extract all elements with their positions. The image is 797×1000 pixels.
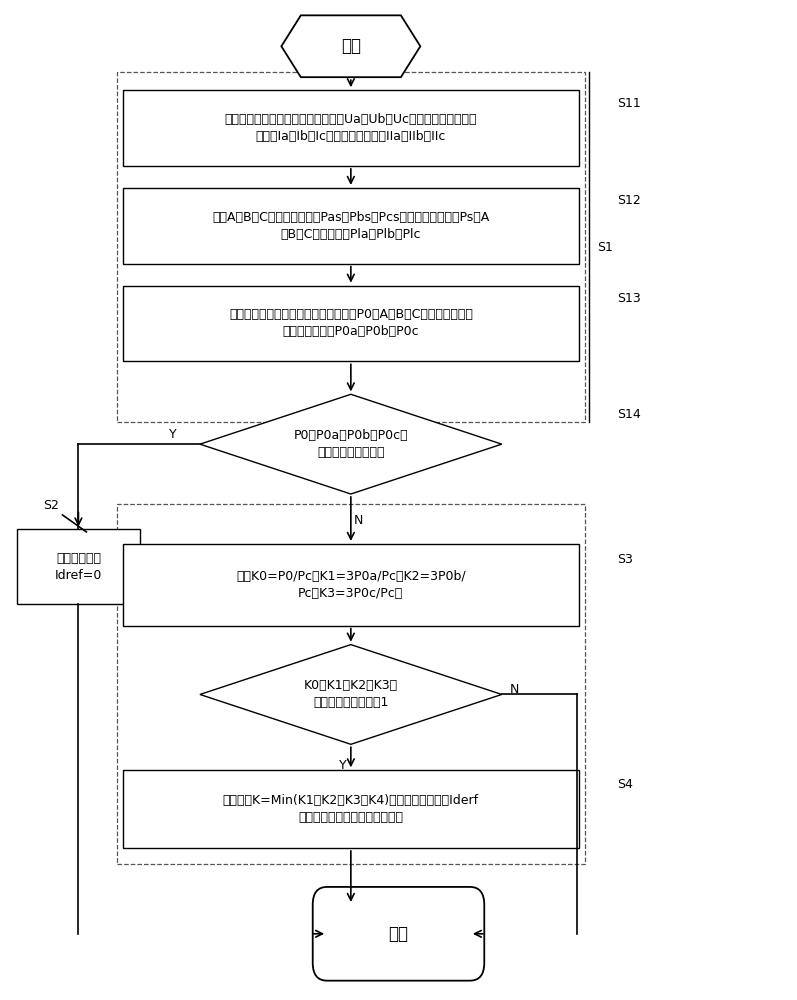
Text: S3: S3 — [617, 553, 633, 566]
FancyBboxPatch shape — [123, 286, 579, 361]
Polygon shape — [281, 15, 420, 77]
Text: S12: S12 — [617, 194, 641, 207]
FancyBboxPatch shape — [312, 887, 485, 981]
Text: P0、P0a、P0b、P0c中
任何一项小于等于零: P0、P0a、P0b、P0c中 任何一项小于等于零 — [293, 429, 408, 459]
Text: 取调函数K=Min(K1、K2、K3、K4)，对有功电流给定Iderf
进行限幅，降低有功电流给定值: 取调函数K=Min(K1、K2、K3、K4)，对有功电流给定Iderf 进行限幅… — [223, 794, 479, 824]
Text: 计算负载总功率与光伏发电总功率之差P0、A、B、C相负载功率与光
伏发电功率之差P0a、P0b、P0c: 计算负载总功率与光伏发电总功率之差P0、A、B、C相负载功率与光 伏发电功率之差… — [229, 308, 473, 338]
Text: S1: S1 — [597, 241, 613, 254]
Text: 计算K0=P0/Pc，K1=3P0a/Pc，K2=3P0b/
Pc，K3=3P0c/Pc，: 计算K0=P0/Pc，K1=3P0a/Pc，K2=3P0b/ Pc，K3=3P0… — [236, 570, 465, 600]
Text: Y: Y — [168, 428, 176, 441]
Text: S2: S2 — [43, 499, 58, 512]
FancyBboxPatch shape — [123, 90, 579, 166]
Text: S4: S4 — [617, 778, 633, 791]
Text: 开始: 开始 — [341, 37, 361, 55]
Text: 结束: 结束 — [388, 925, 409, 943]
Text: 有功电流给定
Idref=0: 有功电流给定 Idref=0 — [55, 552, 102, 582]
Text: S11: S11 — [617, 97, 641, 110]
FancyBboxPatch shape — [123, 770, 579, 848]
FancyBboxPatch shape — [123, 188, 579, 264]
Text: N: N — [510, 683, 519, 696]
FancyBboxPatch shape — [123, 544, 579, 626]
Text: S14: S14 — [617, 408, 641, 421]
Text: S13: S13 — [617, 292, 641, 305]
Text: 实时监测隔离变压器输入的电网电压Ua、Ub、Uc、三相逆变主电路输
出电流Ia、Ib、Ic以及负载三相电流IIa、IIb、IIc: 实时监测隔离变压器输入的电网电压Ua、Ub、Uc、三相逆变主电路输 出电流Ia、… — [225, 113, 477, 143]
Text: N: N — [354, 514, 363, 527]
Text: Y: Y — [339, 759, 347, 772]
Text: K0、K1、K2、K3中
至少一个值小于等于1: K0、K1、K2、K3中 至少一个值小于等于1 — [304, 679, 398, 709]
Polygon shape — [200, 394, 502, 494]
FancyBboxPatch shape — [17, 529, 140, 604]
Polygon shape — [200, 645, 502, 744]
Text: 计算A、B、C相光伏发电功率Pas、Pbs、Pcs、光伏发电总功率Ps、A
、B、C相负载功率Pla、Plb、Plc: 计算A、B、C相光伏发电功率Pas、Pbs、Pcs、光伏发电总功率Ps、A 、B… — [212, 211, 489, 241]
